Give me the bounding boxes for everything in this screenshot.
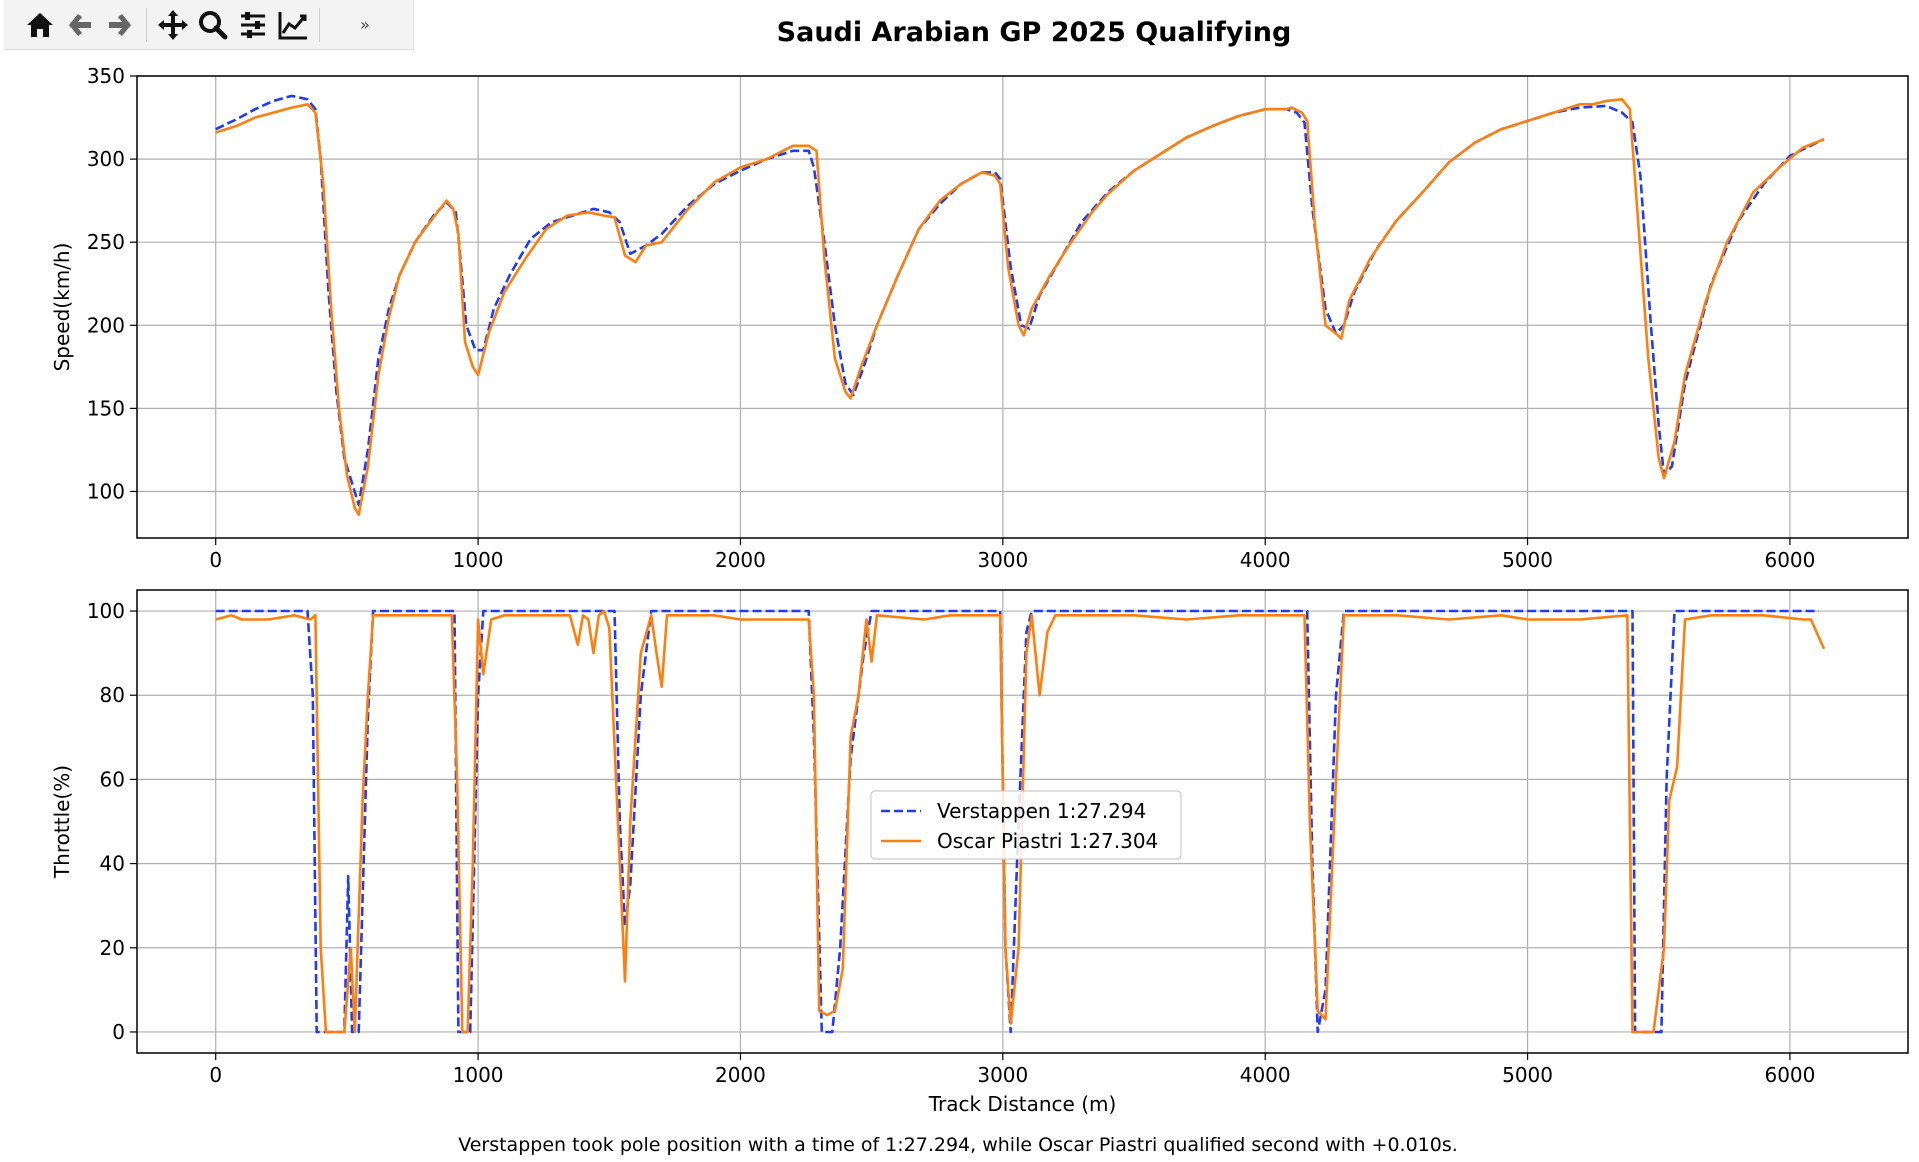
series-line-0 <box>215 94 1825 507</box>
home-icon <box>27 12 53 37</box>
axes-frame <box>136 75 1909 539</box>
figure-caption: Verstappen took pole position with a tim… <box>458 1134 1458 1156</box>
throttle-axes[interactable]: 0 1000 2000 3000 4000 5000 6000 0 20 40 60 80 100 Thr… <box>50 589 1909 1116</box>
edit-axis-button[interactable] <box>273 3 313 47</box>
y-axis-label: Throttle(%) <box>50 765 74 879</box>
x-tick-label: 5000 <box>1502 1063 1553 1087</box>
x-tick-label: 3000 <box>977 548 1028 572</box>
x-tick-label: 4000 <box>1240 548 1291 572</box>
x-tick-label: 4000 <box>1240 1063 1291 1087</box>
series-line-1 <box>215 98 1825 516</box>
axes-frame <box>136 589 1909 1054</box>
x-tick-label: 5000 <box>1502 548 1553 572</box>
series-line-0 <box>215 609 1819 1034</box>
x-tick-label: 1000 <box>453 1063 504 1087</box>
legend-entry-0: Verstappen 1:27.294 <box>937 799 1146 823</box>
zoom-button[interactable] <box>193 3 233 47</box>
y-tick-label: 100 <box>87 599 125 623</box>
edit-axis-icon <box>278 11 307 39</box>
y-tick-label: 40 <box>100 852 125 876</box>
y-tick-label: 300 <box>87 147 125 171</box>
y-tick-label: 250 <box>87 230 125 254</box>
forward-button[interactable] <box>100 3 140 47</box>
series-line-1 <box>215 609 1826 1034</box>
toolbar: » <box>4 0 414 50</box>
x-tick-label: 0 <box>209 548 222 572</box>
x-tick-label: 2000 <box>715 548 766 572</box>
x-tick-label: 2000 <box>715 1063 766 1087</box>
y-axis-label: Speed(km/h) <box>50 243 74 372</box>
toolbar-separator <box>319 7 320 42</box>
legend-entry-1: Oscar Piastri 1:27.304 <box>937 829 1158 853</box>
y-tick-label: 80 <box>100 683 125 707</box>
y-tick-label: 20 <box>100 936 125 960</box>
legend-frame <box>870 790 1182 860</box>
back-button[interactable] <box>60 3 100 47</box>
y-tick-label: 350 <box>87 64 125 88</box>
y-tick-label: 100 <box>87 479 125 503</box>
y-tick-label: 0 <box>112 1020 125 1044</box>
figure-title: Saudi Arabian GP 2025 Qualifying <box>777 17 1292 48</box>
legend: Verstappen 1:27.294 Oscar Piastri 1:27.30… <box>870 790 1182 860</box>
x-tick-label: 6000 <box>1764 1063 1815 1087</box>
toolbar-overflow-button[interactable]: » <box>360 15 370 34</box>
back-icon <box>69 13 91 36</box>
speed-axes[interactable]: 0 1000 2000 3000 4000 5000 6000 100 150 200 250 300… <box>50 64 1909 572</box>
x-tick-label: 6000 <box>1764 548 1815 572</box>
y-tick-label: 150 <box>87 396 125 420</box>
x-tick-label: 3000 <box>977 1063 1028 1087</box>
y-tick-label: 200 <box>87 313 125 337</box>
y-tick-label: 60 <box>100 767 125 791</box>
zoom-icon <box>199 10 228 39</box>
forward-icon <box>109 13 131 36</box>
x-tick-label: 0 <box>209 1063 222 1087</box>
home-button[interactable] <box>20 3 60 47</box>
configure-subplots-icon <box>241 11 265 38</box>
pan-icon <box>158 9 188 40</box>
toolbar-separator <box>146 7 147 42</box>
x-tick-label: 1000 <box>453 548 504 572</box>
configure-subplots-button[interactable] <box>233 3 273 47</box>
pan-button[interactable] <box>153 3 193 47</box>
x-axis-label: Track Distance (m) <box>928 1092 1117 1116</box>
